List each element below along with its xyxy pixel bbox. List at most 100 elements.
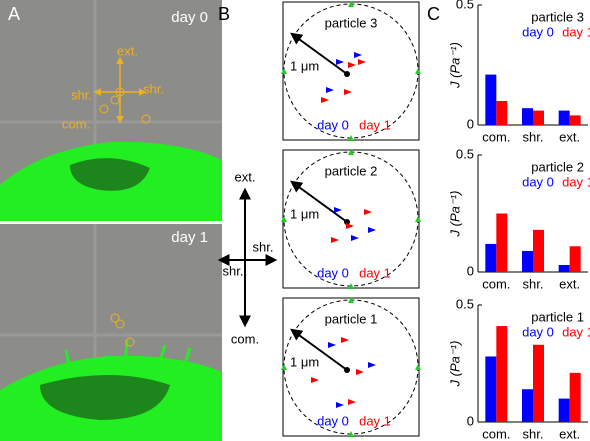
axis-marker [415, 364, 421, 370]
x-tick-label: shr. [523, 129, 544, 144]
bar [485, 74, 497, 125]
x-tick-label: ext. [559, 276, 580, 291]
axis-marker [348, 431, 354, 437]
displacement-marker [354, 52, 362, 58]
legend-label: day 0 [317, 413, 349, 428]
chart-title: particle 3 [531, 9, 584, 24]
direction-label: com. [231, 331, 259, 346]
legend-label: day 0 [317, 265, 349, 280]
displacement-marker [368, 227, 376, 233]
displacement-marker [348, 62, 356, 68]
y-tick-label: 0 [467, 413, 474, 428]
bar [569, 372, 581, 422]
x-tick-label: com. [482, 129, 510, 144]
y-axis-label: J (Pa⁻¹) [447, 341, 462, 388]
bar [522, 108, 533, 125]
displacement-marker [358, 59, 366, 65]
image-day0 [0, 0, 222, 221]
legend-label: day 0 [522, 174, 554, 189]
axis-marker [281, 364, 287, 370]
particle-center [344, 219, 350, 225]
direction-label: ext. [117, 43, 138, 58]
panel-title: particle 3 [325, 15, 378, 30]
y-tick-label: 0.5 [456, 296, 474, 311]
axis-marker [281, 216, 287, 222]
x-tick-label: com. [482, 276, 510, 291]
displacement-marker [321, 97, 329, 103]
y-axis-label: J (Pa⁻¹) [447, 191, 462, 238]
bar [533, 110, 544, 125]
displacement-marker [326, 87, 334, 93]
displacement-marker [368, 362, 376, 368]
direction-label: shr. [143, 81, 164, 96]
legend-label: day 1 [562, 24, 590, 39]
x-tick-label: ext. [559, 426, 580, 441]
bar [569, 246, 581, 272]
panel-label: A [8, 4, 20, 24]
y-tick-label: 0.5 [456, 146, 474, 161]
displacement-marker [328, 342, 336, 348]
bar [485, 356, 497, 422]
day-label: day 0 [171, 9, 208, 26]
bar [533, 229, 544, 272]
bar [558, 264, 570, 272]
legend-label: day 1 [562, 324, 590, 339]
direction-label: shr. [253, 239, 274, 254]
direction-label: com. [62, 116, 90, 131]
displacement-marker [331, 237, 339, 243]
bar [558, 398, 570, 422]
image-day1 [0, 224, 222, 441]
y-tick-label: 0 [467, 263, 474, 278]
y-tick-label: 0 [467, 116, 474, 131]
y-tick-label: 0.5 [456, 0, 474, 11]
x-tick-label: shr. [523, 426, 544, 441]
legend-label: day 1 [359, 413, 391, 428]
scale-label: 1 μm [290, 206, 319, 221]
bar [496, 101, 508, 125]
legend-label: day 0 [317, 117, 349, 132]
legend-label: day 1 [359, 117, 391, 132]
bar [496, 326, 508, 422]
displacement-marker [311, 377, 319, 383]
x-tick-label: ext. [559, 129, 580, 144]
day-label: day 1 [171, 229, 208, 246]
particle-center [344, 71, 350, 77]
bar [522, 389, 533, 422]
chart-title: particle 1 [531, 309, 584, 324]
legend-label: day 1 [359, 265, 391, 280]
x-tick-label: shr. [523, 276, 544, 291]
displacement-marker [336, 59, 344, 65]
bar [533, 344, 544, 422]
bar [569, 115, 581, 125]
y-axis-label: J (Pa⁻¹) [447, 42, 462, 89]
bar [522, 250, 533, 272]
axis-marker [415, 68, 421, 74]
axis-marker [281, 68, 287, 74]
direction-label: ext. [235, 169, 256, 184]
displacement-marker [334, 207, 342, 213]
displacement-marker [351, 235, 359, 241]
panel-label: C [427, 4, 440, 24]
displacement-marker [356, 369, 364, 375]
panel-label: B [218, 4, 230, 24]
axis-marker [348, 297, 354, 303]
direction-cross [217, 187, 278, 328]
displacement-marker [348, 399, 356, 405]
particle-center [344, 367, 350, 373]
x-tick-label: com. [482, 426, 510, 441]
legend-label: day 1 [562, 174, 590, 189]
axis-marker [348, 149, 354, 155]
legend-label: day 0 [522, 324, 554, 339]
legend-label: day 0 [522, 24, 554, 39]
displacement-marker [336, 402, 344, 408]
chart-title: particle 2 [531, 159, 584, 174]
axis-marker [415, 216, 421, 222]
displacement-marker [346, 223, 354, 229]
bar [485, 243, 497, 272]
bar [496, 213, 508, 272]
scale-arrow [290, 328, 348, 371]
scale-arrow [290, 180, 348, 223]
scale-label: 1 μm [290, 354, 319, 369]
axis-marker [348, 1, 354, 7]
displacement-marker [364, 209, 372, 215]
